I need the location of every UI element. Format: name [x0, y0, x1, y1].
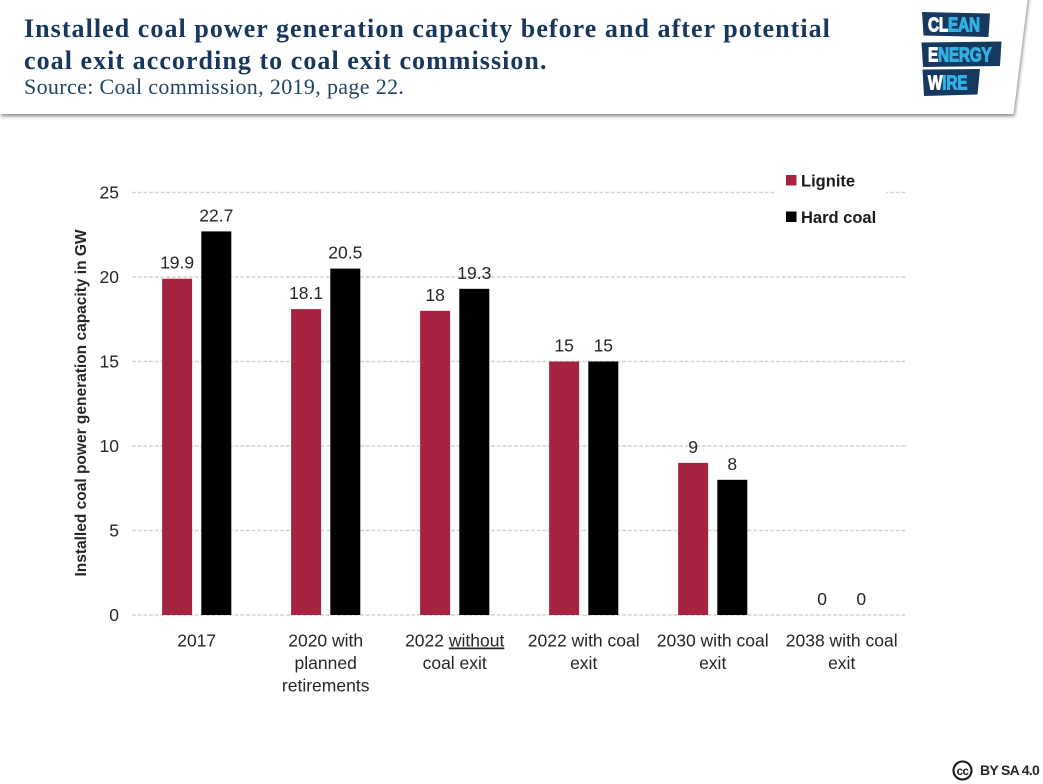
svg-text:retirements: retirements: [282, 676, 370, 696]
svg-text:5: 5: [109, 521, 119, 541]
svg-text:Hard coal: Hard coal: [801, 209, 876, 227]
svg-text:15: 15: [554, 336, 573, 356]
svg-text:coal exit: coal exit: [423, 653, 487, 673]
svg-text:2022 with coal: 2022 with coal: [528, 631, 640, 651]
svg-text:0: 0: [109, 605, 119, 625]
svg-text:22.7: 22.7: [199, 205, 233, 225]
svg-text:2022 without: 2022 without: [405, 631, 504, 651]
svg-text:20.5: 20.5: [328, 243, 362, 263]
svg-text:exit: exit: [828, 653, 855, 673]
svg-text:planned: planned: [295, 653, 357, 673]
svg-text:WIRE: WIRE: [928, 71, 967, 94]
svg-text:10: 10: [100, 436, 120, 456]
svg-text:2020 with: 2020 with: [288, 631, 363, 651]
svg-text:25: 25: [100, 183, 119, 203]
svg-text:18: 18: [425, 285, 444, 305]
svg-text:19.3: 19.3: [457, 263, 491, 283]
svg-text:BY SA 4.0: BY SA 4.0: [980, 762, 1040, 778]
svg-text:9: 9: [688, 437, 698, 457]
svg-text:Installed coal power generatio: Installed coal power generation capacity…: [73, 229, 90, 576]
svg-text:2038 with coal: 2038 with coal: [786, 631, 898, 651]
svg-text:20: 20: [100, 267, 120, 287]
svg-text:cc: cc: [957, 766, 970, 778]
svg-text:15: 15: [100, 352, 119, 372]
svg-text:0: 0: [856, 589, 866, 609]
svg-text:CLEAN: CLEAN: [928, 13, 980, 36]
svg-text:18.1: 18.1: [289, 283, 323, 303]
svg-text:ENERGY: ENERGY: [928, 43, 992, 66]
svg-text:19.9: 19.9: [160, 253, 194, 273]
svg-text:0: 0: [817, 589, 827, 609]
svg-text:Lignite: Lignite: [801, 173, 855, 191]
svg-text:8: 8: [727, 454, 737, 474]
svg-text:exit: exit: [699, 653, 726, 673]
svg-text:15: 15: [594, 336, 613, 356]
svg-text:2017: 2017: [177, 631, 216, 651]
svg-text:2030 with coal: 2030 with coal: [657, 631, 769, 651]
svg-text:exit: exit: [570, 653, 597, 673]
